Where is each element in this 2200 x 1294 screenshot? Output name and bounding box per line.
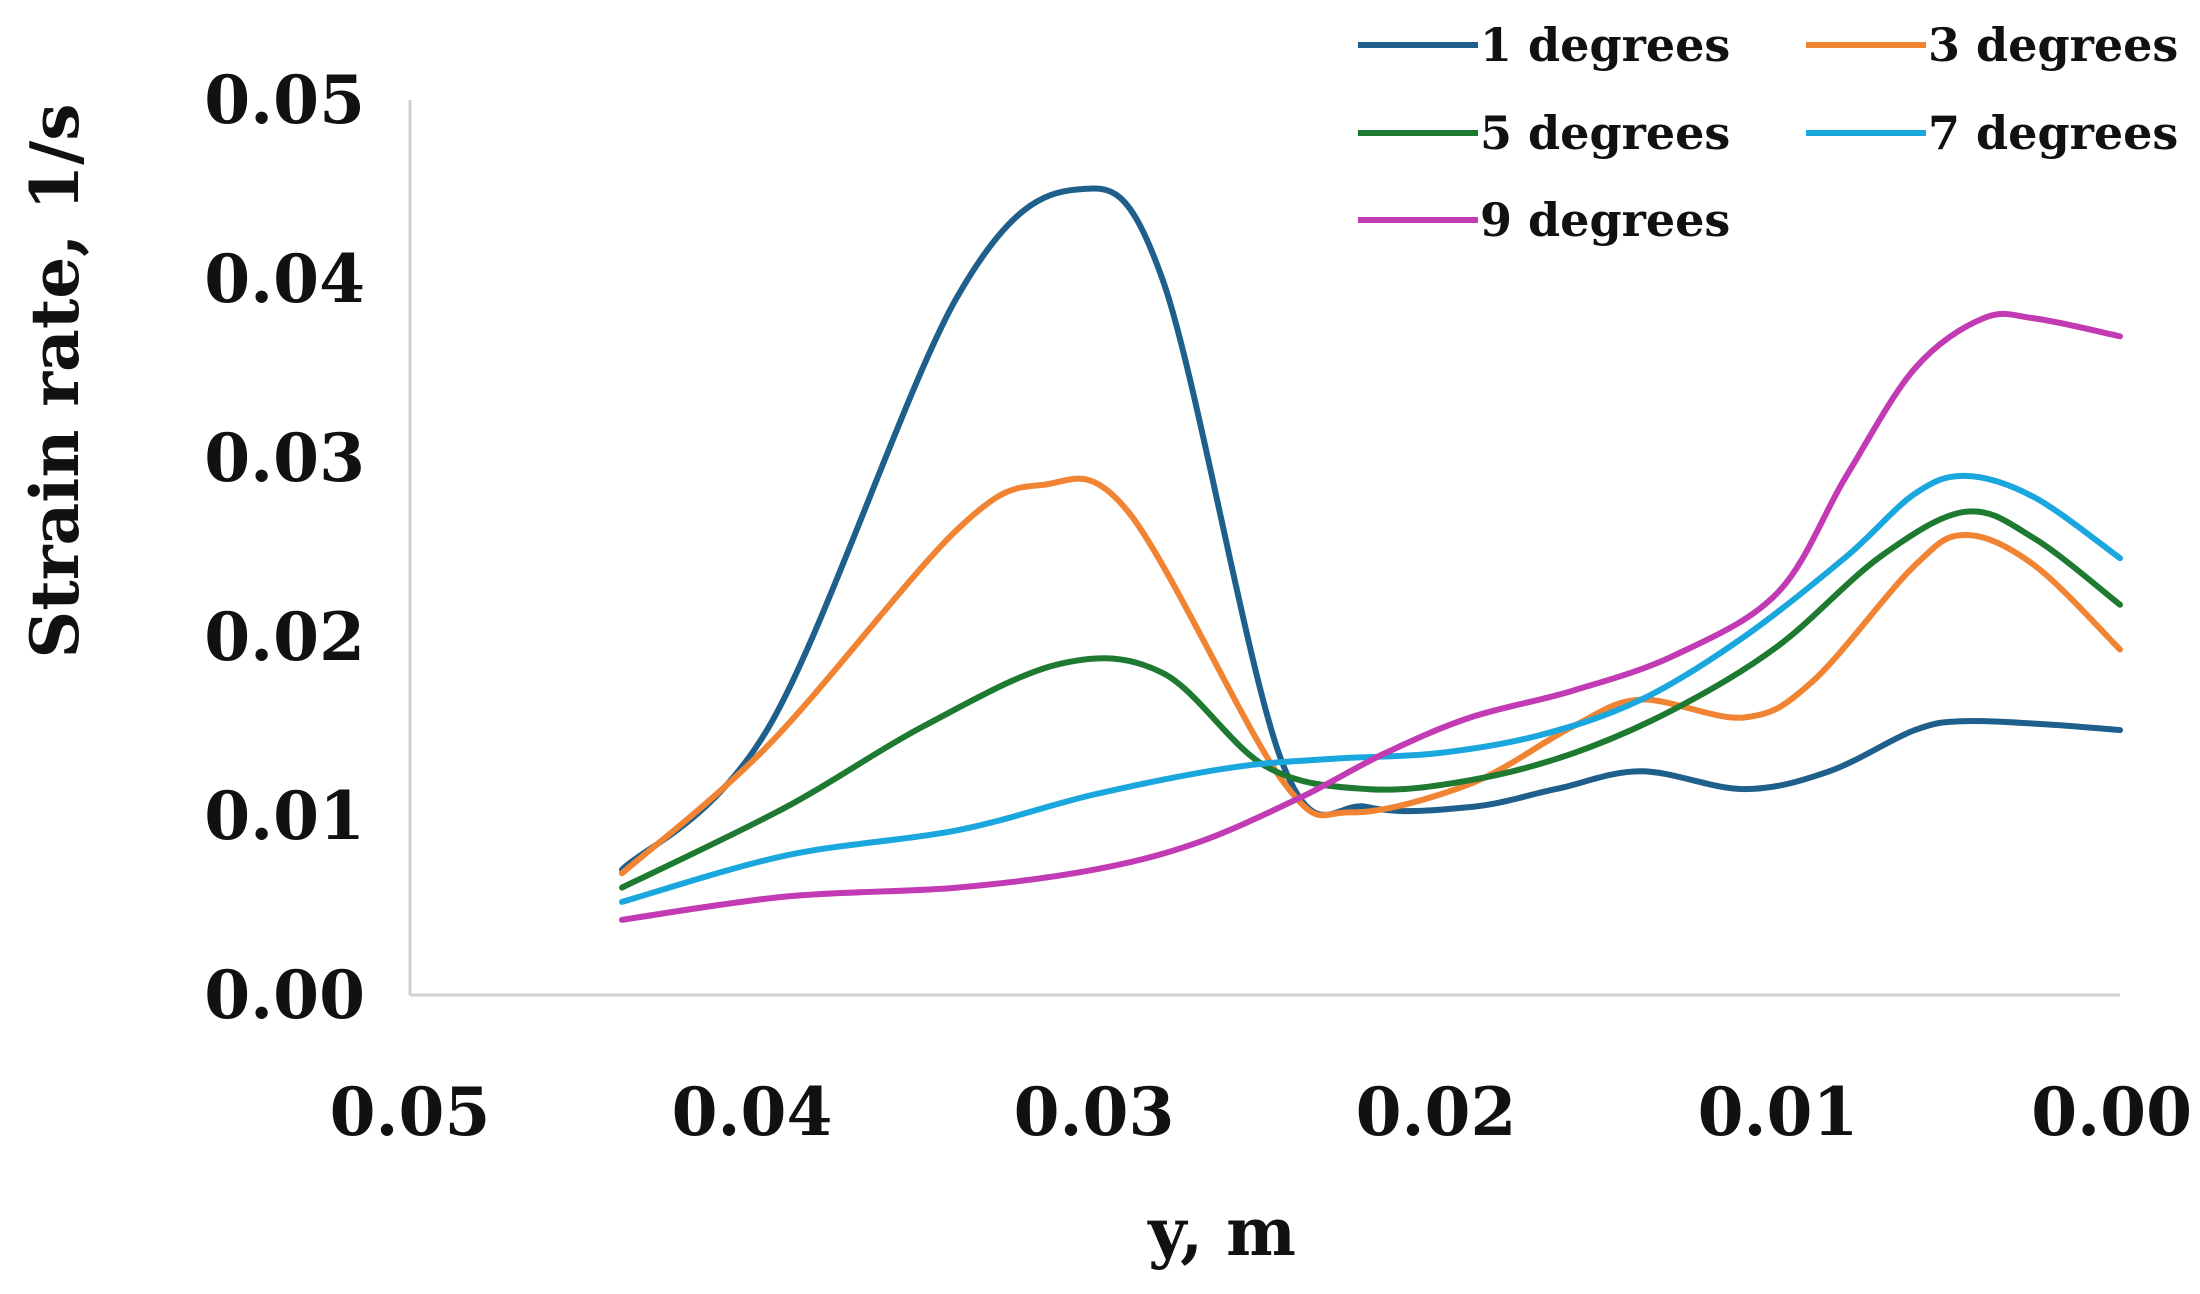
legend-label: 5 degrees bbox=[1480, 106, 1730, 160]
x-tick-label: 0.03 bbox=[1014, 1073, 1175, 1151]
legend-item: 7 degrees bbox=[1806, 106, 2178, 160]
legend: 1 degrees 3 degrees 5 degrees 7 degrees 9 de… bbox=[1358, 18, 2178, 247]
x-tick-label: 0.00 bbox=[2031, 1073, 2192, 1151]
x-axis-title: y, m bbox=[1147, 1193, 1296, 1271]
series-line-9-degrees bbox=[619, 310, 2123, 923]
legend-label: 1 degrees bbox=[1480, 18, 1730, 72]
x-tick-label: 0.04 bbox=[672, 1073, 833, 1151]
legend-label: 3 degrees bbox=[1928, 18, 2178, 72]
x-tick-label: 0.05 bbox=[330, 1073, 491, 1151]
y-tick-label: 0.01 bbox=[204, 777, 365, 855]
x-tick-label: 0.01 bbox=[1698, 1073, 1859, 1151]
legend-label: 9 degrees bbox=[1480, 193, 1730, 247]
series-lines bbox=[619, 185, 2123, 923]
series-line-7-degrees bbox=[619, 472, 2123, 905]
y-tick-label: 0.02 bbox=[204, 598, 365, 676]
x-tick-labels: 0.05 0.04 0.03 0.02 0.01 0.00 bbox=[330, 1073, 2192, 1151]
y-tick-label: 0.05 bbox=[204, 61, 365, 139]
legend-item: 9 degrees bbox=[1358, 193, 1730, 247]
series-line-3-degrees bbox=[619, 475, 2123, 877]
legend-item: 5 degrees bbox=[1358, 106, 1730, 160]
series-line-1-degrees bbox=[619, 185, 2123, 873]
chart-axes bbox=[408, 100, 2120, 997]
y-tick-label: 0.04 bbox=[204, 240, 365, 318]
y-tick-labels: 0.00 0.01 0.02 0.03 0.04 0.05 bbox=[204, 61, 365, 1034]
y-tick-label: 0.03 bbox=[204, 419, 365, 497]
series-line-5-degrees bbox=[619, 508, 2123, 891]
y-tick-label: 0.00 bbox=[204, 956, 365, 1034]
x-tick-label: 0.02 bbox=[1356, 1073, 1517, 1151]
legend-item: 1 degrees bbox=[1358, 18, 1730, 72]
legend-item: 3 degrees bbox=[1806, 18, 2178, 72]
legend-label: 7 degrees bbox=[1928, 106, 2178, 160]
y-axis-title: Strain rate, 1/s bbox=[16, 104, 94, 659]
